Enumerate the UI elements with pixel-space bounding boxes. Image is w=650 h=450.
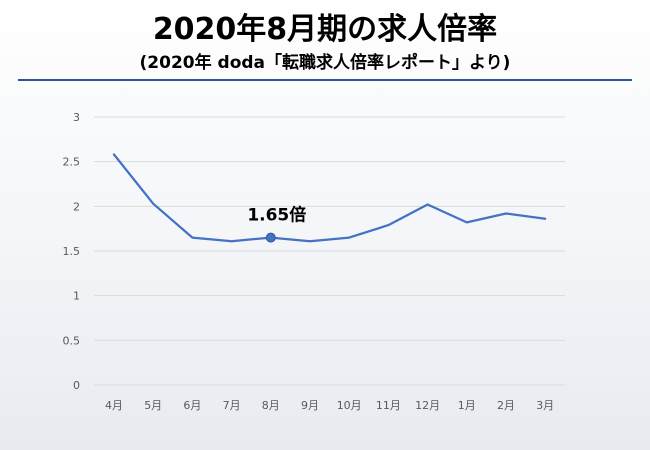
y-tick-label: 1.5 xyxy=(63,245,81,258)
x-tick-label: 10月 xyxy=(337,399,362,412)
page-title: 2020年8月期の求人倍率 xyxy=(152,12,498,47)
y-tick-label: 0.5 xyxy=(63,334,81,347)
x-tick-label: 9月 xyxy=(301,399,319,412)
x-axis-ticks: 4月 5月 6月 7月 8月 9月 10月 11月 12月 1月 2月 3月 xyxy=(105,399,554,412)
x-tick-label: 6月 xyxy=(183,399,201,412)
data-point-marker xyxy=(265,232,276,243)
y-tick-label: 3 xyxy=(73,111,80,124)
annotation-label: 1.65倍 xyxy=(247,205,306,226)
x-tick-label: 3月 xyxy=(536,399,554,412)
series-line xyxy=(112,153,547,243)
y-tick-label: 2 xyxy=(73,200,80,213)
y-tick-label: 0 xyxy=(73,379,80,392)
x-tick-label: 5月 xyxy=(144,399,162,412)
gridlines xyxy=(94,116,565,386)
page-subtitle: (2020年 doda「転職求人倍率レポート」より) xyxy=(139,53,511,73)
title-divider xyxy=(18,79,632,81)
y-axis-ticks: 0 0.5 1 1.5 2 2.5 3 xyxy=(63,111,81,392)
x-tick-label: 7月 xyxy=(223,399,241,412)
x-tick-label: 1月 xyxy=(458,399,476,412)
x-tick-label: 8月 xyxy=(262,399,280,412)
x-tick-label: 12月 xyxy=(415,399,440,412)
x-tick-label: 11月 xyxy=(376,399,401,412)
x-tick-label: 2月 xyxy=(497,399,515,412)
x-tick-label: 4月 xyxy=(105,399,123,412)
y-tick-label: 1 xyxy=(73,290,80,303)
markers xyxy=(265,232,276,243)
y-tick-label: 2.5 xyxy=(63,156,81,169)
